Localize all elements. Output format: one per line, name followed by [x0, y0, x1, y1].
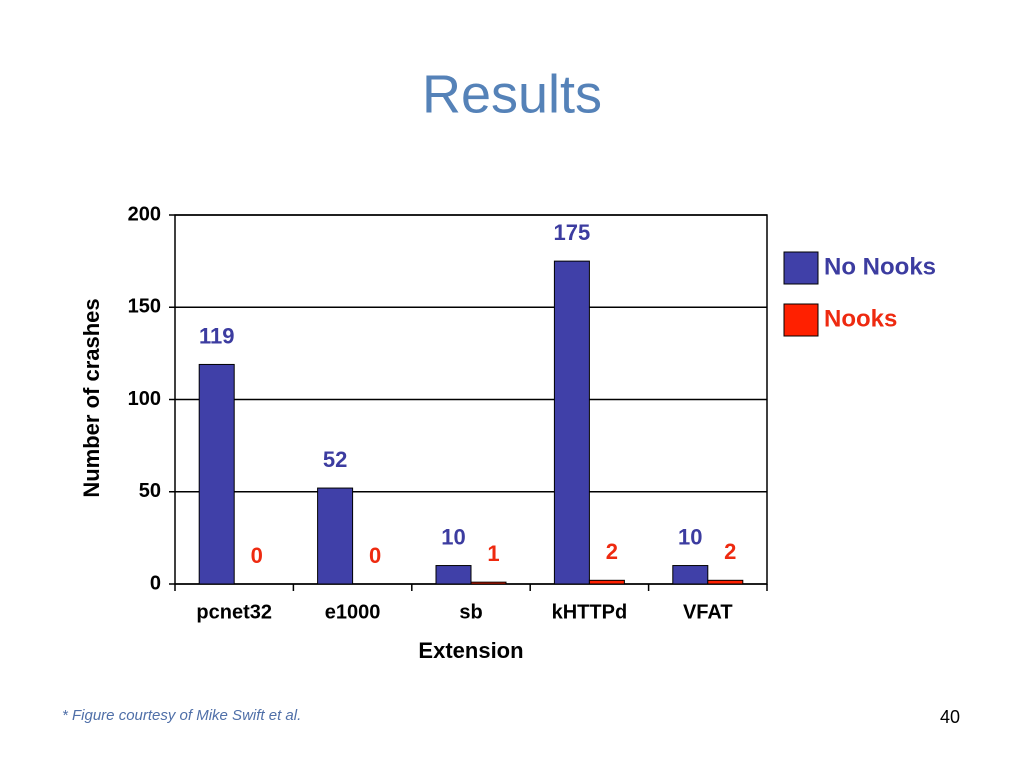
bar: [317, 487, 354, 585]
bar: [707, 579, 744, 585]
y-tick-label: 150: [128, 296, 161, 318]
data-label: 0: [369, 543, 381, 568]
data-label: 175: [554, 220, 591, 245]
x-tick-label: kHTTPd: [552, 601, 628, 623]
x-tick-label: e1000: [325, 601, 381, 623]
legend-label: No Nooks: [824, 253, 936, 280]
data-label: 2: [606, 539, 618, 564]
footnote: * Figure courtesy of Mike Swift et al.: [62, 707, 301, 724]
bar: [198, 363, 235, 585]
data-label: 0: [251, 543, 263, 568]
data-label: 1: [487, 541, 499, 566]
data-label: 52: [323, 447, 347, 472]
y-tick-label: 100: [128, 388, 161, 410]
x-axis-title: Extension: [418, 638, 523, 663]
bar: [553, 260, 590, 585]
bar: [470, 581, 507, 585]
legend-swatch: [783, 251, 819, 285]
x-tick-label: pcnet32: [196, 601, 272, 623]
x-tick-label: VFAT: [683, 601, 733, 623]
bar: [588, 579, 625, 585]
data-label: 119: [199, 323, 235, 348]
page-number: 40: [940, 707, 960, 727]
bar: [672, 565, 709, 585]
bar: [435, 565, 472, 585]
data-label: 10: [678, 524, 702, 549]
y-tick-label: 0: [150, 572, 161, 594]
legend-swatch: [783, 303, 819, 337]
y-tick-label: 200: [128, 203, 161, 225]
y-axis-title: Number of crashes: [79, 298, 104, 497]
x-tick-label: sb: [459, 601, 482, 623]
legend-label: Nooks: [824, 305, 897, 332]
data-label: 10: [441, 524, 465, 549]
data-label: 2: [724, 539, 736, 564]
y-tick-label: 50: [139, 480, 161, 502]
slide-title: Results: [422, 64, 602, 124]
